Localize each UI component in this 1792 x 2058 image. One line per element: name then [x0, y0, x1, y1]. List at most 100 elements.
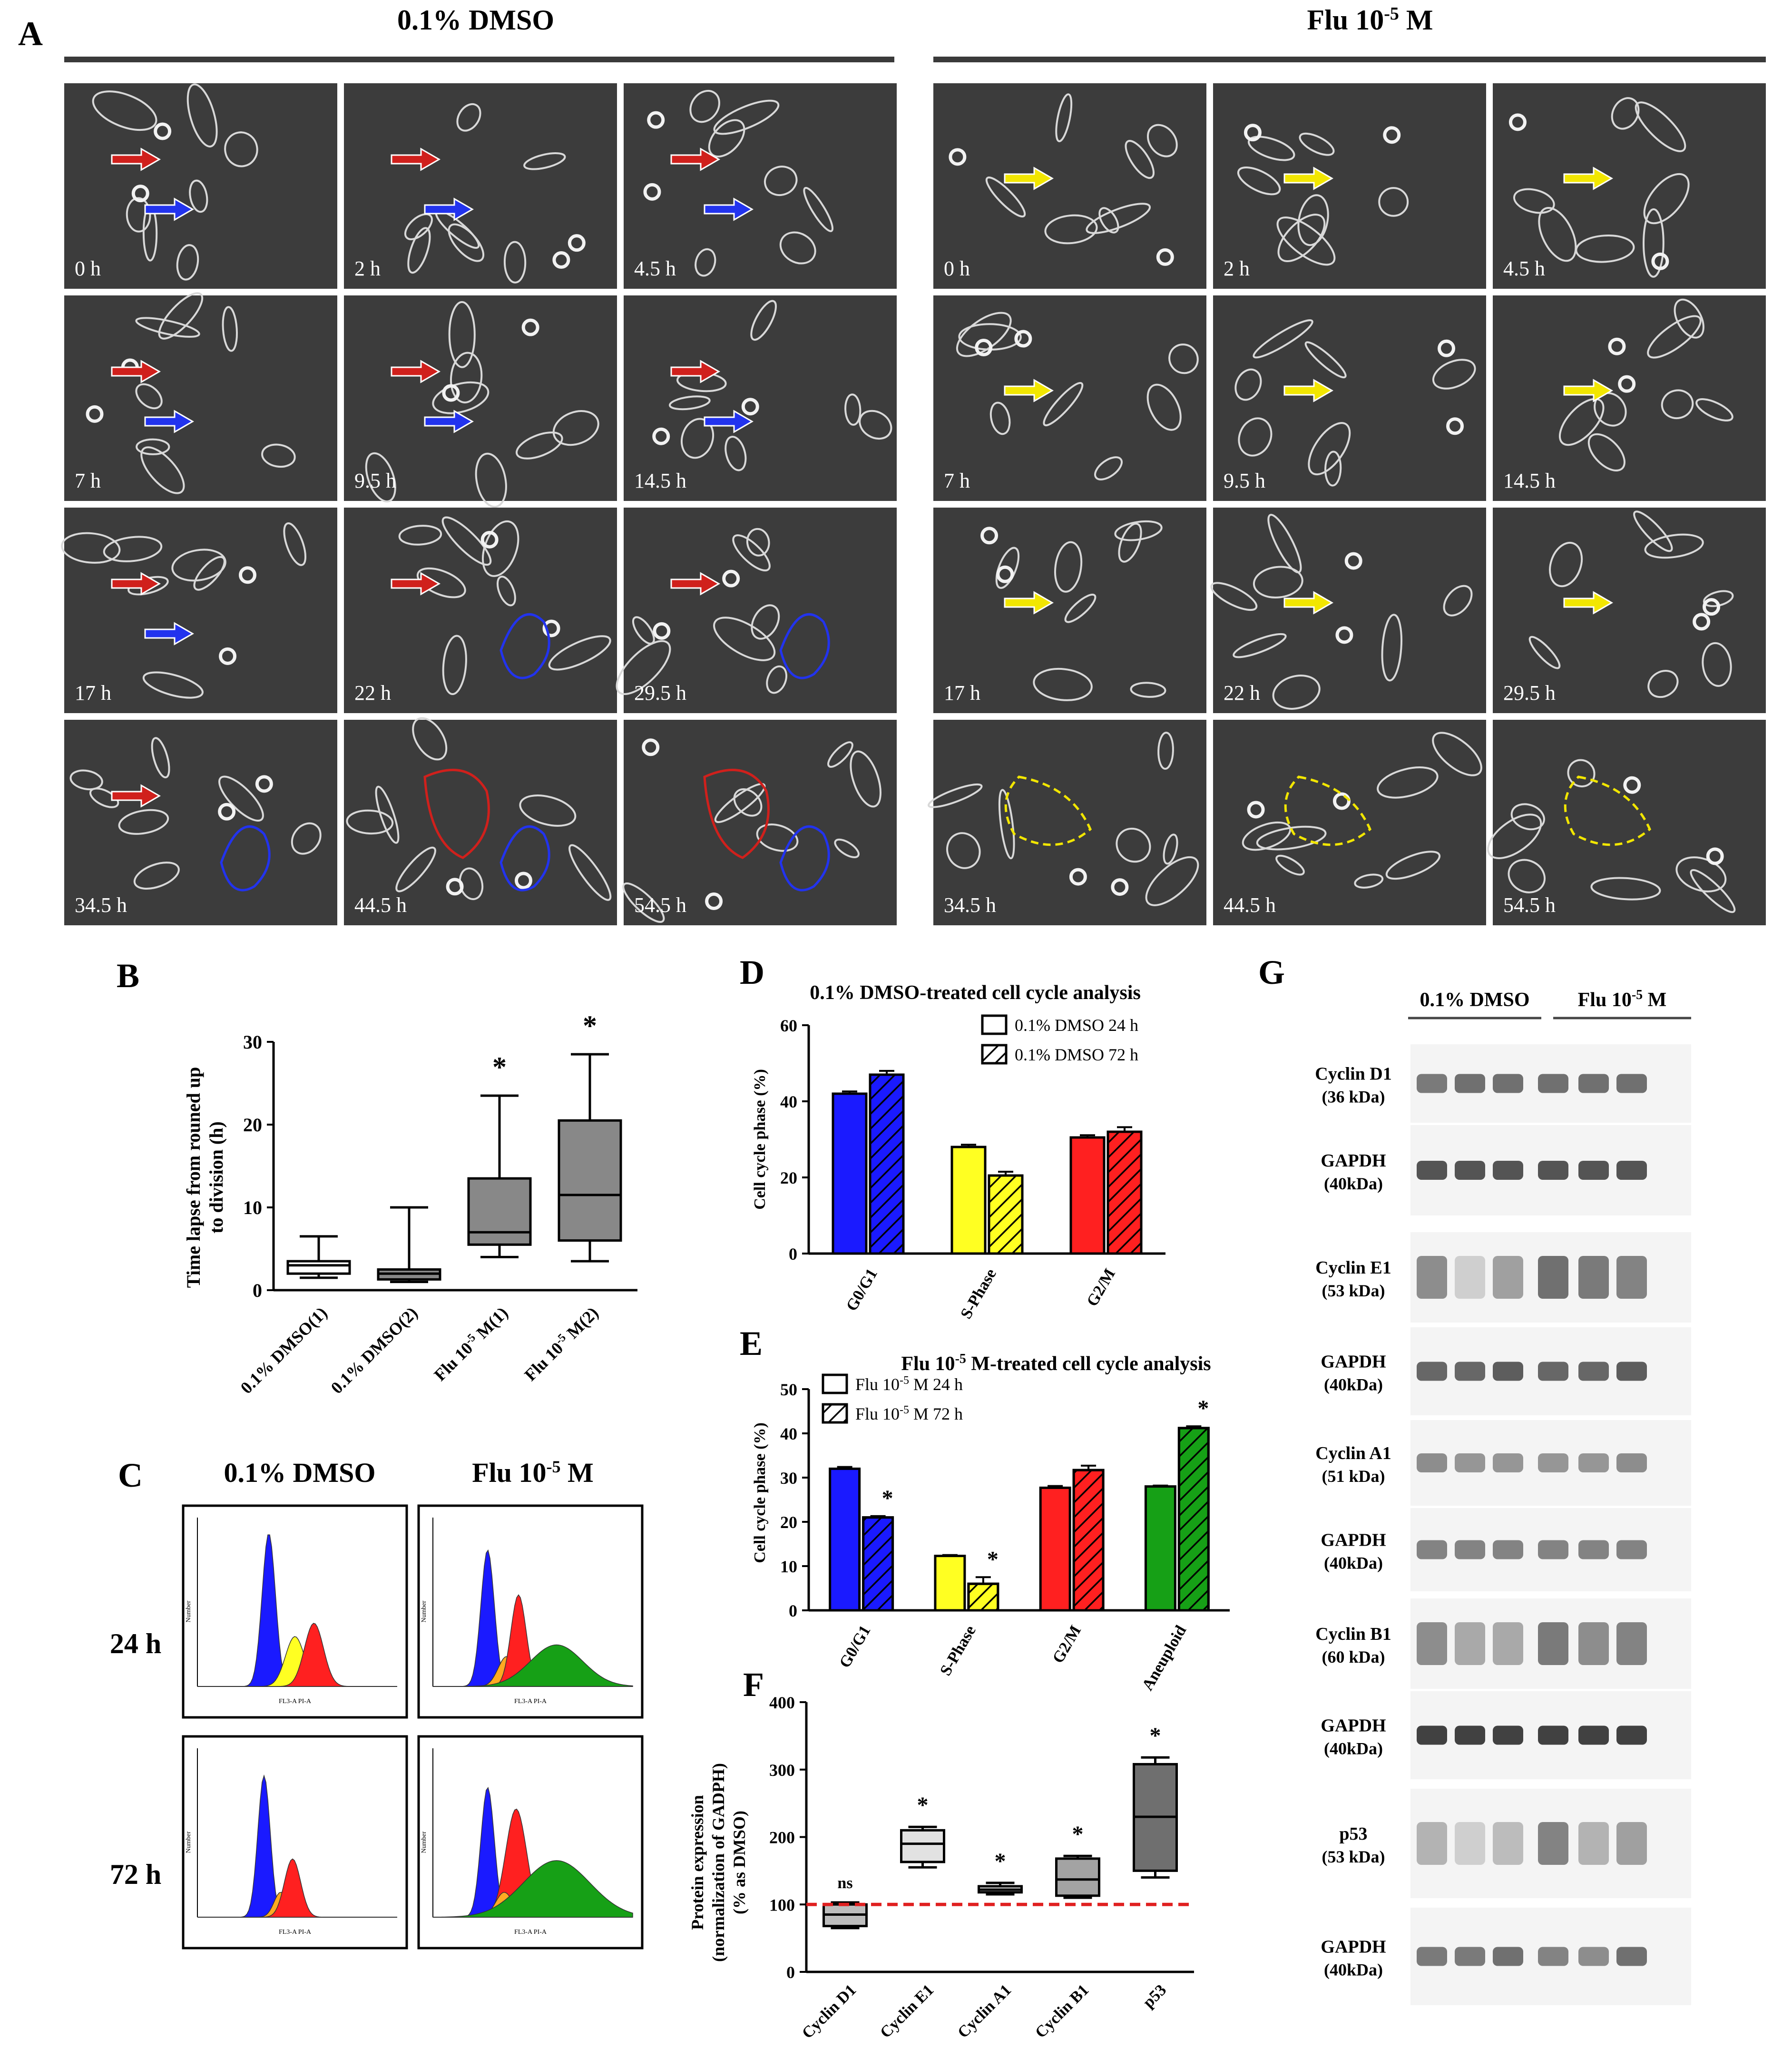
blue-cell-contour — [499, 613, 550, 679]
blot-protein-size: (53 kDa) — [1322, 1847, 1385, 1866]
panel-letter-c: C — [118, 1456, 143, 1494]
cell-outline — [998, 789, 1015, 860]
cell-outline — [1253, 319, 1313, 359]
yellow-cell-contour — [1564, 775, 1652, 846]
blot-protein-name: Cyclin E1 — [1315, 1258, 1391, 1278]
cell-outline — [1238, 417, 1273, 457]
blot-protein-size: (53 kDa) — [1322, 1281, 1385, 1300]
blot-row: GAPDH (40kDa) — [1321, 1908, 1691, 2005]
panel-d-ylabel: Cell cycle phase (%) — [751, 1069, 769, 1210]
rounded-cell — [154, 122, 172, 140]
bar-0-1 — [862, 1515, 894, 1612]
yellow-arrow — [1563, 379, 1613, 402]
blot-band — [1616, 1822, 1647, 1865]
significance-star: * — [492, 1051, 507, 1083]
cell-outline — [135, 383, 163, 410]
cell-outline — [1695, 398, 1733, 421]
timepoint-label: 9.5 h — [354, 469, 396, 492]
timepoint-label: 22 h — [1224, 681, 1260, 705]
cell-outline — [1675, 856, 1727, 892]
cell-outline — [1233, 633, 1287, 658]
panel-letter-e: E — [740, 1324, 763, 1362]
cell-outline — [1146, 383, 1182, 431]
x-tick-label: G0/G1 — [843, 1266, 881, 1314]
blot-protein-name: Cyclin A1 — [1315, 1443, 1391, 1463]
blot-band — [1578, 1074, 1609, 1093]
cell-outline — [218, 775, 264, 822]
timepoint-label: 54.5 h — [1503, 893, 1556, 917]
timepoint-label: 4.5 h — [634, 257, 676, 280]
blot-row: Cyclin B1 (60 kDa) — [1315, 1598, 1691, 1689]
blot-band — [1493, 1074, 1523, 1093]
blot-band — [1616, 1362, 1647, 1381]
cell-cycle-peak — [197, 1858, 397, 1918]
rounded-cell — [86, 405, 104, 423]
rounded-cell — [131, 185, 149, 203]
y-tick-label: 300 — [769, 1761, 795, 1780]
cell-outline — [1272, 675, 1321, 710]
bar-hatch — [862, 1516, 894, 1612]
dmso-tile: 54.5 h — [622, 720, 897, 925]
cell-outline — [133, 862, 180, 890]
cell-outline — [548, 635, 611, 671]
rounded-cell — [1344, 552, 1362, 570]
hist-ylabel: Number — [421, 1600, 428, 1622]
blot-band — [1417, 1074, 1447, 1093]
significance-label: * — [995, 1849, 1006, 1874]
cell-outline — [1168, 343, 1199, 374]
blot-band — [1417, 1453, 1447, 1472]
cell-outline — [725, 436, 747, 471]
cell-outline — [622, 882, 665, 923]
blot-band — [1578, 1161, 1609, 1180]
cell-outline — [375, 785, 400, 844]
box-0 — [286, 1235, 351, 1279]
blot-protein-name: Cyclin D1 — [1315, 1064, 1392, 1084]
blot-band — [1538, 1947, 1568, 1966]
box-0 — [823, 1901, 868, 1930]
blot-row: GAPDH (40kDa) — [1321, 1691, 1691, 1779]
timepoint-label: 14.5 h — [1503, 469, 1556, 492]
cell-outline — [1508, 859, 1546, 893]
cell-outline — [850, 750, 881, 808]
red-arrow — [670, 572, 720, 596]
x-tick-label: S-Phase — [957, 1266, 1000, 1322]
cell-outline — [1275, 854, 1305, 876]
rounded-cell — [1618, 375, 1636, 393]
panel-f: F Protein expression (normalization of GA… — [688, 1666, 1194, 2042]
yellow-cell-contour — [1284, 775, 1372, 846]
micrograph-background — [624, 83, 897, 289]
iqr-box — [467, 1177, 532, 1246]
blot-row: Cyclin D1 (36 kDa) — [1315, 1044, 1691, 1123]
cell-outline — [482, 520, 519, 577]
cell-cycle-peak — [433, 1644, 633, 1687]
blot-protein-size: (60 kDa) — [1322, 1647, 1385, 1666]
timepoint-label: 2 h — [1224, 257, 1250, 280]
cell-outline — [395, 846, 436, 892]
cell-outline — [176, 244, 199, 281]
panel-d: D 0.1% DMSO-treated cell cycle analysis … — [740, 953, 1165, 1322]
timepoint-label: 9.5 h — [1224, 469, 1265, 492]
blot-band — [1538, 1453, 1568, 1472]
blot-band — [1616, 1453, 1647, 1472]
histogram-flu24: FL3-A PI-A Number — [417, 1504, 644, 1719]
cell-outline — [1443, 585, 1473, 617]
dmso-tile: 14.5 h — [624, 295, 897, 501]
cell-outline — [1432, 359, 1476, 390]
blue-cell-contour — [220, 825, 271, 892]
bar — [829, 1467, 861, 1612]
blot-protein-name: GAPDH — [1321, 1530, 1386, 1550]
cell-outline — [713, 99, 780, 135]
bar-hatch — [1107, 1130, 1143, 1255]
blot-protein-size: (40kDa) — [1324, 1554, 1383, 1573]
panel-g-group-flu: Flu 10-5 M — [1578, 988, 1667, 1011]
bar-0-1 — [869, 1070, 905, 1255]
blot-protein-size: (40kDa) — [1324, 1174, 1383, 1193]
rounded-cell — [741, 398, 759, 416]
yellow-arrow — [1283, 591, 1333, 615]
rounded-cell — [949, 148, 967, 166]
blot-band — [1493, 1725, 1523, 1745]
blue-cell-contour — [779, 613, 830, 679]
blot-band — [1578, 1947, 1609, 1966]
cell-outline — [1299, 132, 1335, 156]
panel-g: G 0.1% DMSO Flu 10-5 M Cyclin D1 (36 kDa)… — [1258, 953, 1691, 2005]
